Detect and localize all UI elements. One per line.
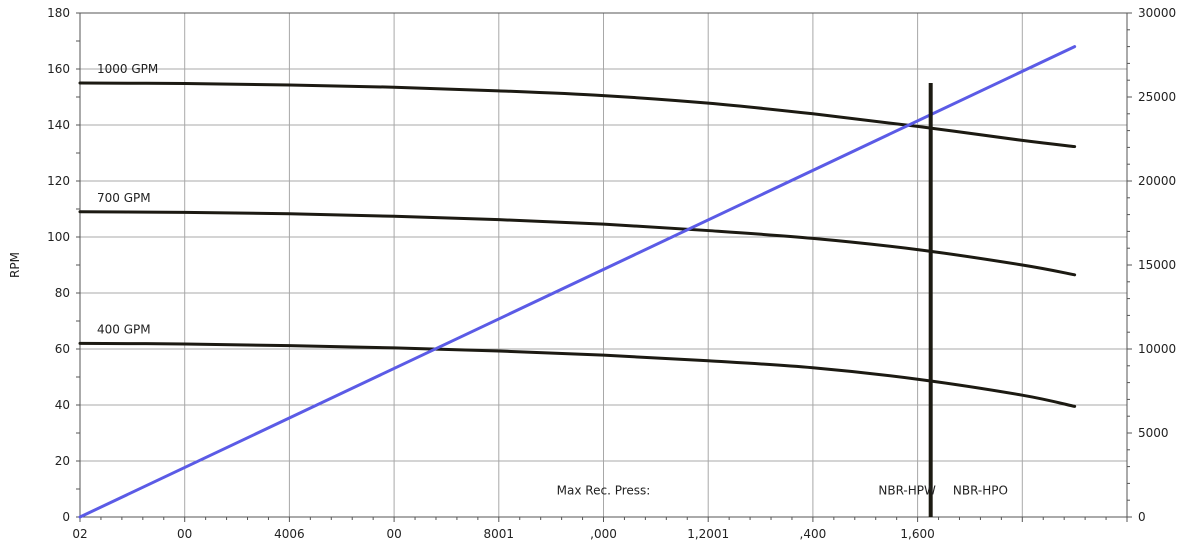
series-label: 700 GPM <box>97 191 151 205</box>
x-tick-label: 1,2001 <box>687 527 729 541</box>
y2-tick-label: 25000 <box>1138 90 1176 104</box>
labels: RPM 1000 GPM 700 GPM 400 GPM Max Rec. Press:… <box>8 62 1008 498</box>
y2-tick-label: 10000 <box>1138 342 1176 356</box>
series-line-400-gpm <box>78 341 1077 408</box>
series-line-700-gpm <box>78 210 1077 277</box>
y-tick-label: 60 <box>55 342 70 356</box>
series-layer <box>78 45 1077 519</box>
series-line-right-axis <box>78 45 1077 519</box>
x-tick-label: 4006 <box>274 527 305 541</box>
x-tick-label: 8001 <box>484 527 515 541</box>
y2-tick-label: 15000 <box>1138 258 1176 272</box>
x-tick-label: 00 <box>177 527 192 541</box>
y2-tick-label: 30000 <box>1138 6 1176 20</box>
x-tick-label: 00 <box>386 527 401 541</box>
y2-tick-label: 0 <box>1138 510 1146 524</box>
y-tick-label: 0 <box>62 510 70 524</box>
y-tick-label: 40 <box>55 398 70 412</box>
y-tick-label: 140 <box>47 118 70 132</box>
y2-tick-label: 20000 <box>1138 174 1176 188</box>
y2-tick-label: 5000 <box>1138 426 1169 440</box>
y-axis-label: RPM <box>8 252 22 278</box>
annotation-label: NBR-HPW <box>878 484 936 498</box>
x-tick-label: ,000 <box>590 527 617 541</box>
x-tick-label: 02 <box>72 527 87 541</box>
annotation-label: NBR-HPO <box>953 484 1008 498</box>
y-tick-label: 160 <box>47 62 70 76</box>
x-tick-label: 1,600 <box>900 527 934 541</box>
y-tick-label: 180 <box>47 6 70 20</box>
y-tick-label: 20 <box>55 454 70 468</box>
series-line-1000-gpm <box>78 81 1077 149</box>
series-label: 1000 GPM <box>97 62 158 76</box>
annotation-label: Max Rec. Press: <box>557 484 651 498</box>
y-tick-label: 80 <box>55 286 70 300</box>
y-tick-label: 100 <box>47 230 70 244</box>
y-tick-label: 120 <box>47 174 70 188</box>
x-tick-label: ,400 <box>800 527 827 541</box>
series-label: 400 GPM <box>97 322 151 336</box>
axes: 0204060801001201401601800500010000150002… <box>47 6 1176 541</box>
